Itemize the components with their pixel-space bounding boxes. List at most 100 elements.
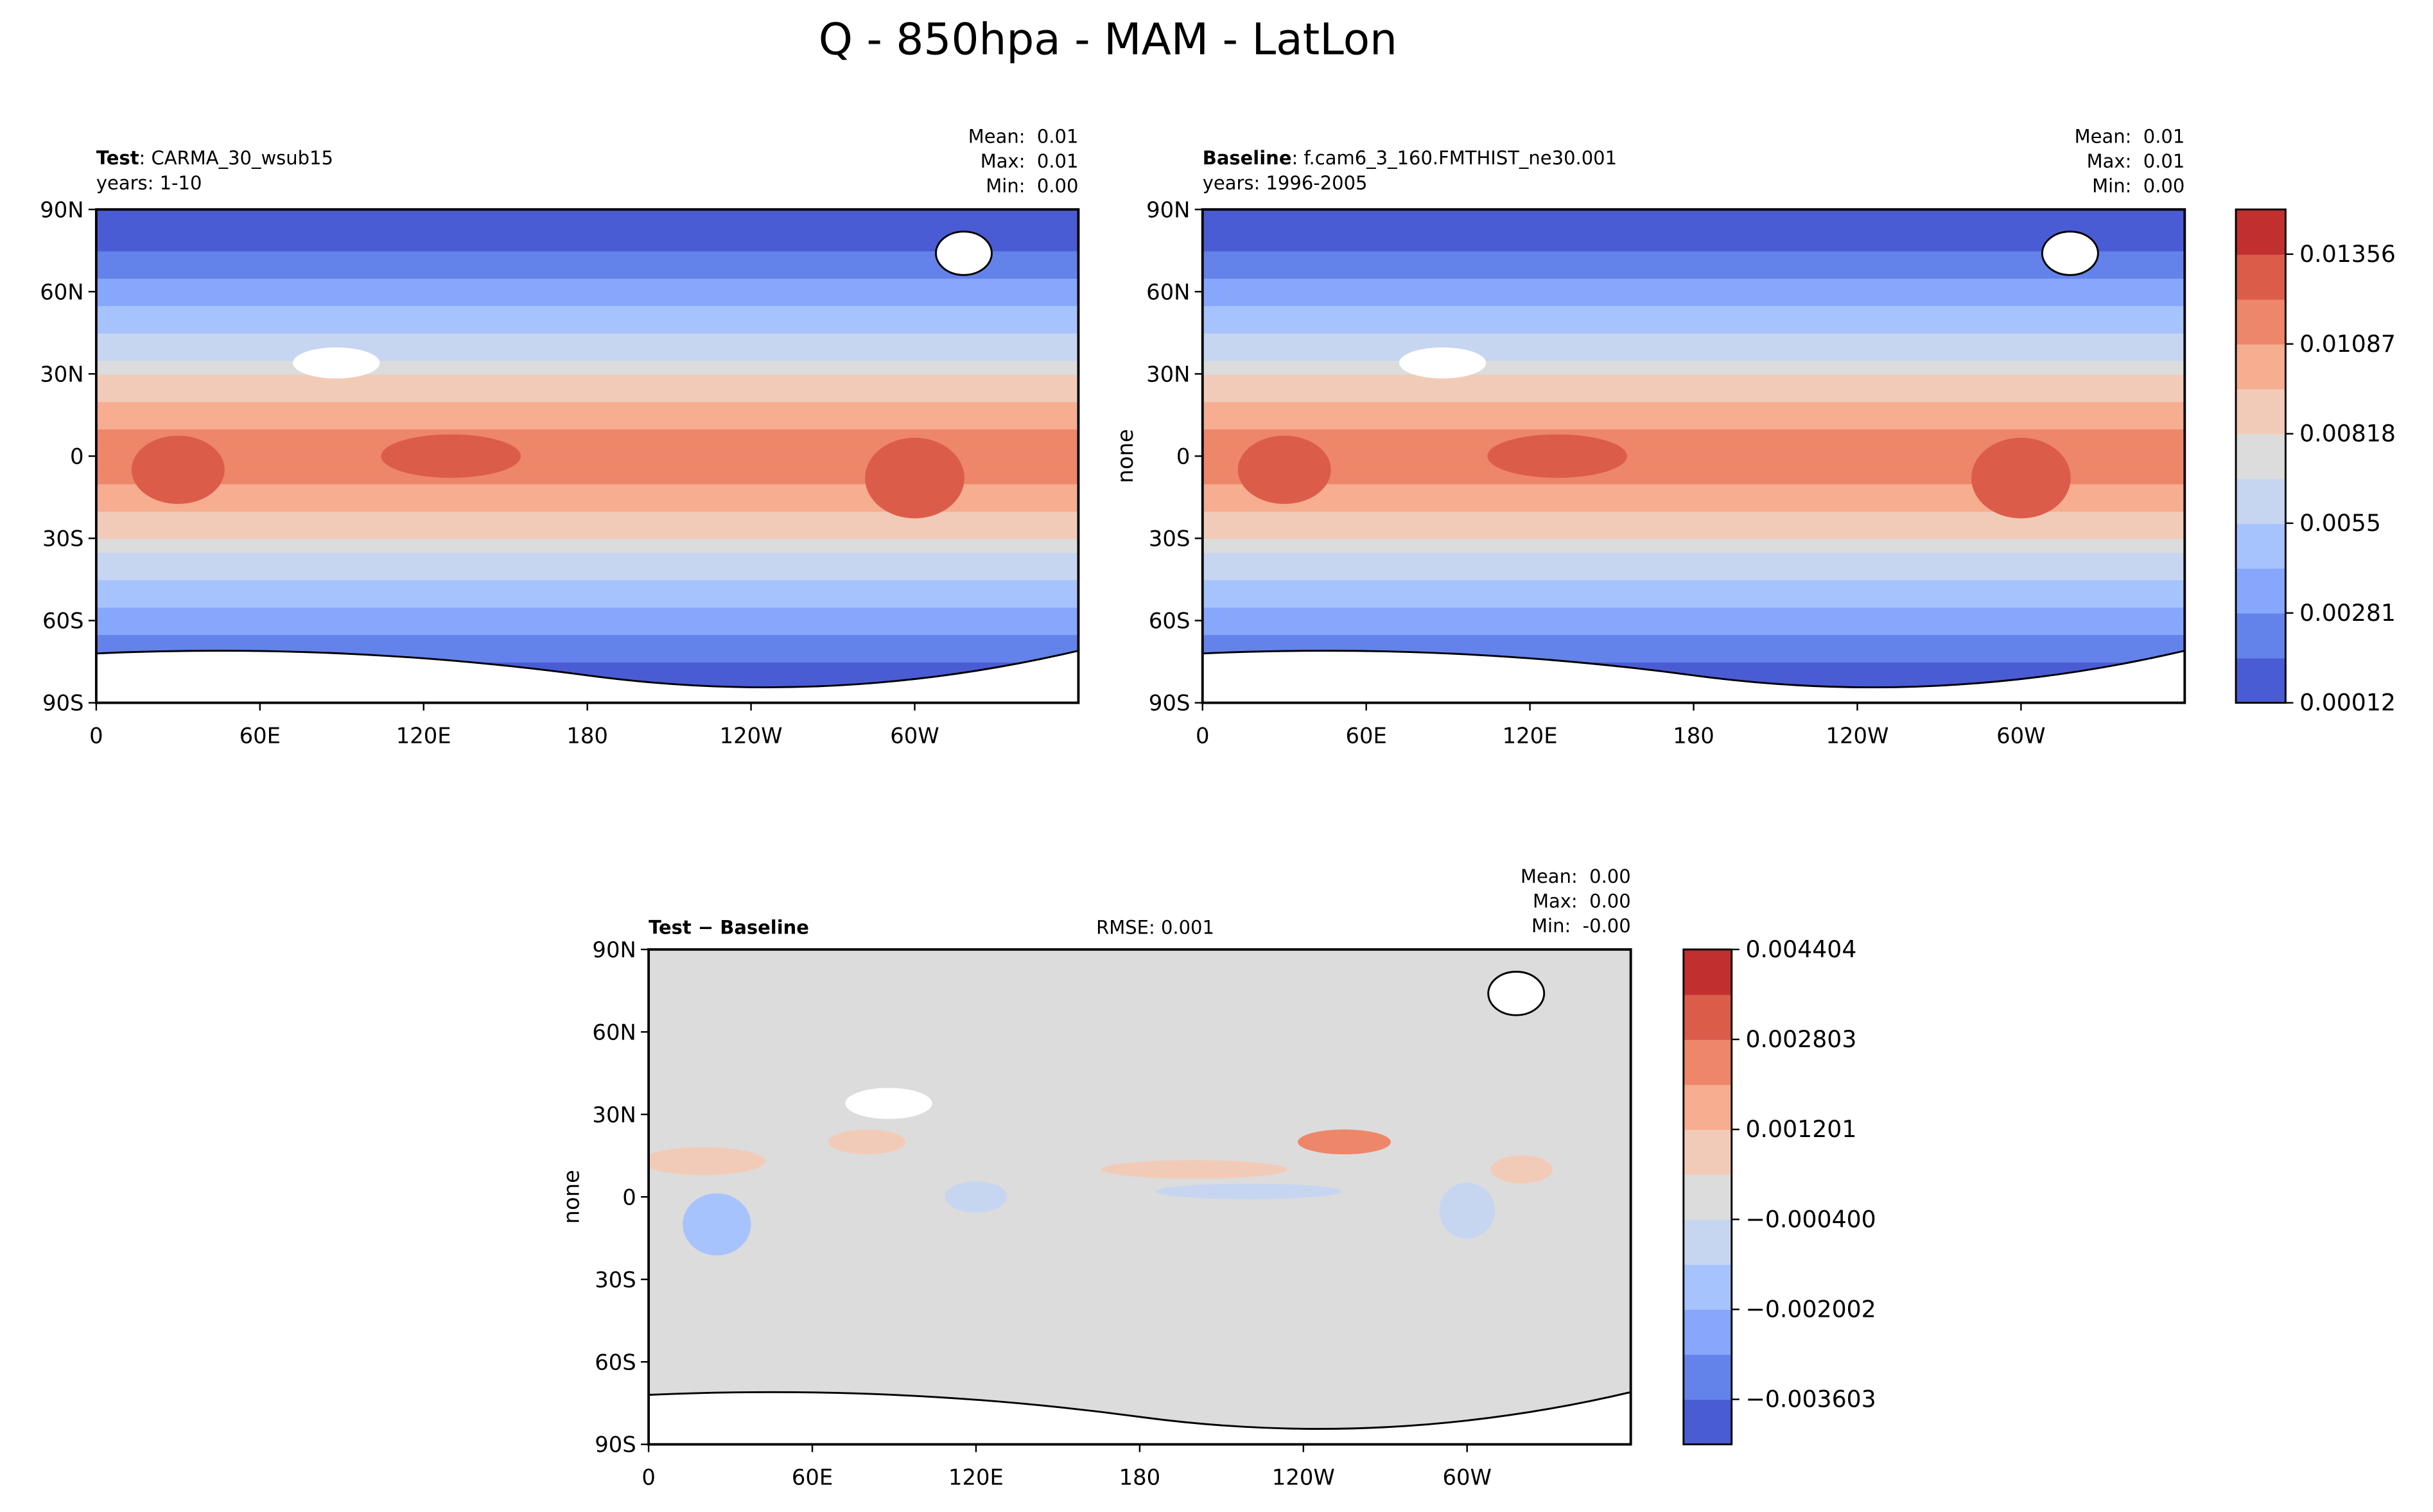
x-tick-label: 120W (1272, 1464, 1335, 1490)
field-band (96, 552, 1079, 567)
field-band (1202, 634, 2185, 649)
antarctica (1202, 650, 2185, 703)
colorbar-bin (1683, 1174, 1732, 1220)
field-band (1202, 469, 2185, 485)
y-tick-label: 60N (592, 1020, 636, 1045)
antarctica (96, 650, 1079, 703)
map-field (1202, 209, 2185, 703)
field-patch (1490, 1155, 1553, 1184)
colorbar-tick-label: −0.003603 (1745, 1386, 1876, 1413)
field-band (1202, 428, 2185, 444)
field-patch (1439, 1183, 1496, 1239)
field-band (1202, 401, 2185, 416)
colorbar-bin (2236, 433, 2286, 480)
field-band (1202, 374, 2185, 388)
colorbar-bin (2236, 657, 2286, 704)
field-band (96, 428, 1079, 444)
colorbar-tick-label: 0.001201 (1745, 1115, 1856, 1143)
stat: Min: 0.00 (2092, 175, 2184, 197)
field-band (1202, 456, 2185, 471)
colorbar-bin (2236, 388, 2286, 435)
colorbar-bin (1683, 1219, 1732, 1265)
field-patch (1155, 1183, 1342, 1199)
field-patch (381, 434, 521, 478)
rmse: RMSE: 0.001 (1096, 917, 1214, 939)
y-tick-label: 90S (42, 691, 84, 716)
y-tick-label: 30N (1146, 361, 1190, 387)
field-band (1202, 607, 2185, 621)
field-patch (1237, 435, 1331, 504)
field-band (96, 593, 1079, 608)
greenland (935, 230, 993, 276)
field-band (96, 374, 1079, 388)
panel-subtitle: years: 1996-2005 (1203, 172, 1368, 194)
field-band (96, 305, 1079, 320)
x-tick-label: 120E (396, 723, 451, 748)
colorbar-tick-label: 0.002803 (1745, 1025, 1856, 1053)
tibet (845, 1088, 932, 1119)
field-band (1202, 593, 2185, 608)
colorbar-bin (1683, 1399, 1732, 1445)
colorbar-bin (2236, 209, 2286, 255)
panel-title-label: Baseline (1203, 147, 1292, 169)
field-band (96, 250, 1079, 265)
colorbar-frame (2235, 208, 2287, 704)
panel-subtitle: years: 1-10 (96, 172, 202, 194)
colorbar-tick-label: 0.01087 (2299, 330, 2396, 358)
field-band (96, 318, 1079, 334)
x-tick-label: 180 (1119, 1464, 1161, 1490)
field-patch (865, 437, 964, 519)
field-band (1202, 305, 2185, 320)
x-tick-label: 120E (1503, 723, 1558, 748)
field-band (1202, 620, 2185, 636)
colorbar-bin (1683, 1084, 1732, 1130)
x-tick-label: 60W (890, 723, 939, 748)
greenland (2041, 230, 2099, 276)
colorbar-bin (2236, 299, 2286, 345)
field-patch (1971, 437, 2071, 519)
y-tick-label: 60S (42, 609, 84, 634)
field-band (1202, 223, 2185, 238)
colorbar-bin (2236, 478, 2286, 524)
field-patch (649, 1147, 765, 1176)
field-band (1202, 291, 2185, 306)
field-band (1202, 525, 2185, 539)
field-band (1202, 250, 2185, 265)
y-axis-label: none (1113, 429, 1138, 483)
x-tick-label: 120E (948, 1464, 1004, 1490)
colorbar-bin (2236, 568, 2286, 614)
field-band (1202, 277, 2185, 293)
x-tick-label: 180 (566, 723, 608, 748)
field-band (1202, 318, 2185, 334)
x-tick-label: 0 (1196, 723, 1210, 748)
y-tick-label: 30S (42, 526, 84, 552)
axes-frame (94, 208, 1080, 704)
y-tick-label: 30N (592, 1102, 636, 1127)
field-band (96, 333, 1079, 347)
field-band (96, 223, 1079, 238)
panel-title: Baseline: f.cam6_3_160.FMTHIST_ne30.001 (1203, 147, 1617, 169)
field-band (1202, 209, 2185, 224)
map-field (96, 209, 1079, 703)
x-tick-label: 60E (792, 1464, 833, 1490)
y-tick-label: 60S (595, 1350, 636, 1375)
colorbar-tick-label: −0.000400 (1745, 1205, 1876, 1233)
field-band (1202, 360, 2185, 375)
field-band (1202, 510, 2185, 526)
field-patch (1298, 1129, 1391, 1154)
y-tick-label: 60N (40, 279, 83, 304)
colorbar-bin (1683, 994, 1732, 1040)
y-tick-label: 0 (622, 1185, 636, 1210)
field-band (96, 469, 1079, 485)
colorbar-tick-label: 0.00818 (2299, 420, 2396, 448)
field-band (1202, 483, 2185, 498)
colorbar-frame (1682, 948, 1733, 1446)
field-band (96, 442, 1079, 457)
field-band (1202, 552, 2185, 567)
y-tick-label: 90S (595, 1432, 636, 1457)
field-band (96, 236, 1079, 252)
field-patch (131, 435, 225, 504)
field-band (1202, 497, 2185, 512)
